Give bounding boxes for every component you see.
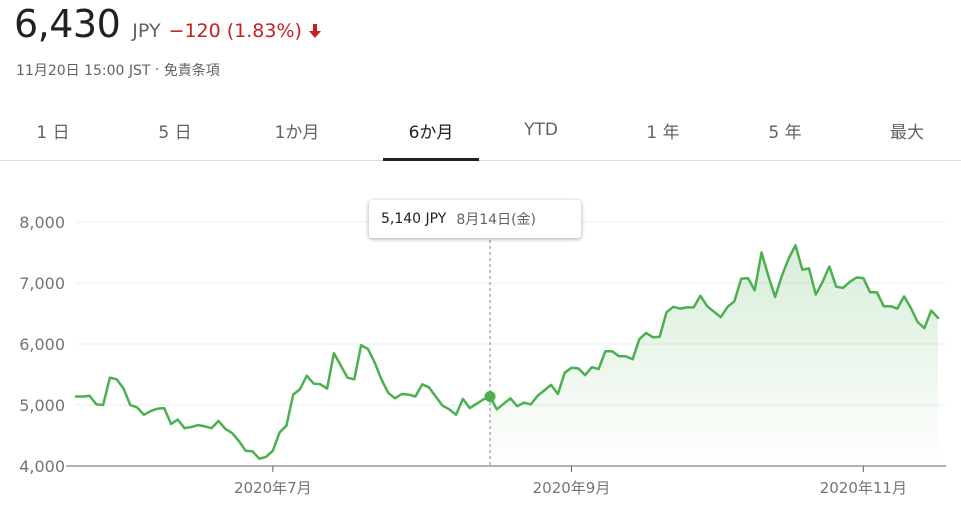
current-price: 6,430 — [14, 2, 121, 46]
price-chart[interactable]: 8,000 7,000 6,000 5,000 4,000 2020年7月 2020年9月… — [0, 160, 961, 519]
price-header: 6,430 JPY −120 (1.83%) — [14, 2, 322, 52]
tab-label: YTD — [524, 120, 558, 140]
tab-5-year[interactable]: 5 年 — [724, 100, 846, 160]
tab-5-day[interactable]: 5 日 — [114, 100, 236, 160]
tab-1-day[interactable]: 1 日 — [0, 100, 114, 160]
y-tick-label: 8,000 — [19, 213, 65, 232]
currency-code: JPY — [132, 20, 161, 42]
tab-label: 最大 — [890, 122, 924, 143]
tooltip-price: 5,140 JPY — [381, 211, 447, 227]
tab-label: 5 年 — [768, 122, 802, 143]
y-tick-label: 7,000 — [19, 274, 65, 293]
tab-label: 1 日 — [36, 122, 70, 143]
hover-point — [484, 390, 496, 402]
tab-underline — [383, 158, 479, 161]
tab-1-year[interactable]: 1 年 — [602, 100, 724, 160]
tab-max[interactable]: 最大 — [846, 100, 961, 160]
x-tick-label: 2020年7月 — [234, 479, 312, 497]
quote-timestamp: 11月20日 15:00 JST — [16, 63, 151, 79]
tab-6-month[interactable]: 6か月 — [382, 100, 480, 161]
quote-meta: 11月20日 15:00 JST · 免責条項 — [16, 60, 220, 80]
price-series-line — [74, 243, 940, 460]
range-tabs: 1 日 5 日 1か月 6か月 YTD 1 年 5 年 最大 — [0, 100, 961, 161]
tooltip-date: 8月14日(金) — [456, 212, 537, 228]
arrow-down-icon — [308, 23, 322, 43]
price-change: −120 (1.83%) — [168, 20, 302, 42]
tab-ytd[interactable]: YTD — [480, 100, 602, 160]
disclaimer-link[interactable]: 免責条項 — [163, 63, 220, 79]
x-tick-label: 2020年11月 — [820, 479, 907, 497]
chart-tooltip: 5,140 JPY 8月14日(金) — [369, 200, 581, 238]
meta-separator: · — [154, 62, 160, 78]
tab-1-month[interactable]: 1か月 — [236, 100, 358, 160]
y-tick-label: 6,000 — [19, 335, 65, 354]
tab-label: 6か月 — [408, 122, 454, 143]
y-tick-label: 5,000 — [19, 396, 65, 415]
tab-label: 5 日 — [158, 122, 192, 143]
tab-label: 1か月 — [274, 122, 320, 143]
y-tick-label: 4,000 — [19, 457, 65, 476]
x-tick-label: 2020年9月 — [533, 479, 611, 497]
tab-label: 1 年 — [646, 122, 680, 143]
selection-area-fill — [490, 245, 938, 466]
